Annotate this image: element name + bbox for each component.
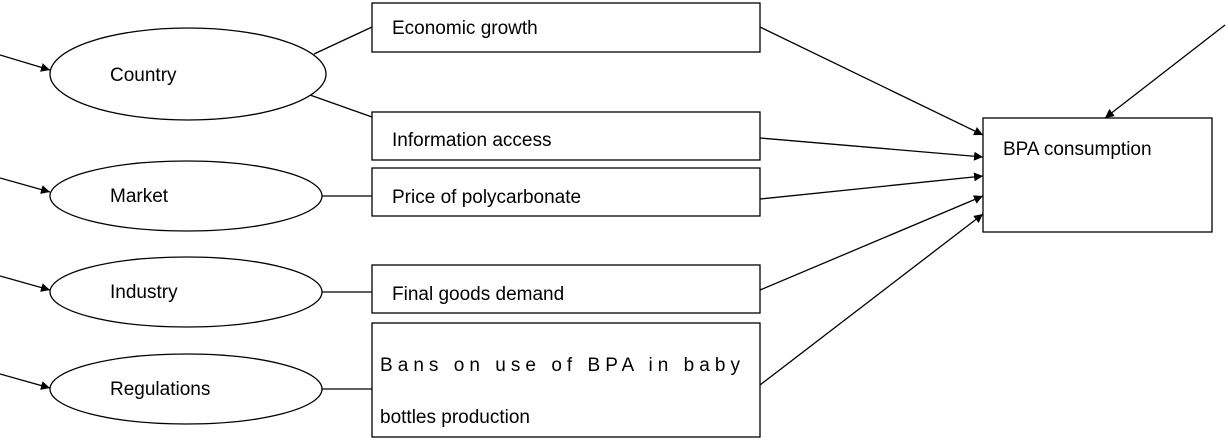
arrow <box>759 195 984 291</box>
ellipse-label: Industry <box>110 282 178 303</box>
factor-box <box>371 167 761 217</box>
factor-label: Final goods demand <box>392 284 564 305</box>
outcome-label: BPA consumption <box>1003 139 1152 160</box>
factor-label: Information access <box>392 130 551 151</box>
arrow <box>759 172 984 200</box>
factor-label: bottles production <box>380 407 530 428</box>
ellipse <box>49 256 323 328</box>
factor-label: Economic growth <box>392 18 538 39</box>
ellipse-label: Market <box>110 186 169 207</box>
arrow <box>759 213 984 386</box>
input-arrow <box>0 54 51 72</box>
connector <box>309 94 373 118</box>
ellipse <box>49 160 323 232</box>
factor-box <box>371 111 761 161</box>
factor-box <box>371 264 761 314</box>
ellipse-label: Regulations <box>110 379 210 400</box>
arrow <box>1104 24 1226 119</box>
factor-label: Price of polycarbonate <box>392 187 581 208</box>
arrow <box>759 137 984 161</box>
input-arrow <box>0 373 51 390</box>
connector <box>313 26 373 55</box>
ellipse-label: Country <box>110 65 177 86</box>
input-arrow <box>0 275 51 292</box>
arrow <box>759 26 984 136</box>
factor-label: Bans on use of BPA in baby <box>380 355 741 376</box>
input-arrow <box>0 177 51 194</box>
factor-box <box>371 2 761 53</box>
outcome-box <box>982 117 1213 233</box>
factor-box <box>371 322 761 438</box>
ellipse <box>49 27 327 121</box>
